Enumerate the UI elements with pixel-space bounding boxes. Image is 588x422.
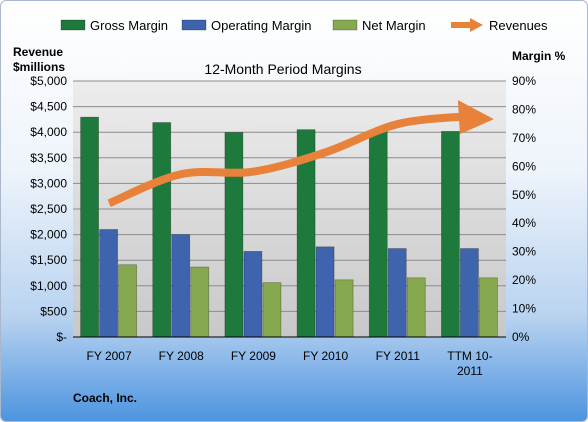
x-tick-label: 2011: [457, 364, 483, 378]
y-left-tick-label: $-: [56, 330, 67, 344]
legend-label: Net Margin: [362, 18, 426, 33]
bar-operating-margin: [460, 248, 479, 338]
y-left-tick-label: $500: [40, 304, 67, 318]
y-right-tick-label: 20%: [512, 273, 536, 287]
y-right-tick-label: 90%: [512, 74, 536, 88]
y-left-tick-label: $3,000: [30, 176, 67, 190]
company-name: Coach, Inc.: [73, 391, 137, 405]
bar-operating-margin: [315, 246, 335, 338]
revenue-line-path: [107, 112, 471, 207]
bar-operating-margin: [387, 248, 407, 338]
left-axis-title-line2: $millions: [13, 60, 65, 74]
y-left-tick-label: $1,000: [30, 279, 67, 293]
bar-gross-margin: [441, 130, 460, 338]
y-right-tick-label: 70%: [512, 131, 536, 145]
x-tick-label: FY 2009: [231, 349, 276, 363]
left-axis: $- $500 $1,000 $1,500 $2,000 $2,500 $3,000 $3,5…: [30, 74, 67, 344]
revenue-arrowhead: [457, 100, 494, 135]
y-left-tick-label: $1,500: [30, 253, 67, 267]
y-right-tick-label: 50%: [512, 188, 536, 202]
bar-net-margin: [118, 264, 137, 338]
revenue-line: [107, 100, 494, 207]
y-right-tick-label: 40%: [512, 216, 536, 230]
bar-net-margin: [406, 277, 426, 338]
x-tick-label: FY 2008: [159, 349, 204, 363]
y-right-tick-label: 10%: [512, 302, 536, 316]
legend: Gross Margin Operating Margin Net Margin Re…: [60, 18, 548, 33]
legend-label: Operating Margin: [211, 18, 311, 33]
y-right-tick-label: 80%: [512, 102, 536, 116]
right-axis: 0% 10% 20% 30% 40% 50% 60% 70% 80% 90%: [512, 74, 536, 344]
bar-net-margin: [479, 277, 498, 338]
bar-net-margin: [190, 266, 210, 338]
y-right-tick-label: 60%: [512, 159, 536, 173]
y-right-tick-label: 0%: [512, 330, 530, 344]
bar-operating-margin: [243, 251, 263, 338]
y-left-tick-label: $4,000: [30, 125, 67, 139]
legend-swatch: [332, 19, 358, 31]
legend-swatch: [60, 19, 86, 31]
legend-swatch: [181, 19, 207, 31]
right-axis-title: Margin %: [512, 49, 566, 63]
x-tick-label: FY 2007: [87, 349, 132, 363]
bar-gross-margin: [80, 116, 99, 338]
y-left-tick-label: $3,500: [30, 151, 67, 165]
legend-label: Gross Margin: [90, 18, 168, 33]
chart-title: 12-Month Period Margins: [204, 61, 361, 77]
y-left-tick-label: $4,500: [30, 100, 67, 114]
legend-swatch-arrow: [470, 18, 483, 32]
y-right-tick-label: 30%: [512, 245, 536, 259]
bar-gross-margin: [152, 122, 172, 338]
y-left-tick-label: $2,000: [30, 228, 67, 242]
gridlines: [73, 80, 506, 338]
legend-label: Revenues: [489, 18, 548, 33]
x-tick-label: FY 2010: [303, 349, 348, 363]
x-axis: FY 2007 FY 2008 FY 2009 FY 2010 FY 2011 TTM 1…: [73, 336, 506, 378]
x-tick-label: TTM 10-: [447, 349, 492, 363]
bar-gross-margin: [224, 132, 244, 338]
y-left-tick-label: $5,000: [30, 74, 67, 88]
bar-net-margin: [334, 279, 354, 338]
left-axis-title-line1: Revenue: [13, 45, 63, 59]
x-tick-label: FY 2011: [376, 349, 421, 363]
y-left-tick-label: $2,500: [30, 202, 67, 216]
bar-gross-margin: [368, 130, 388, 338]
bar-operating-margin: [171, 234, 191, 338]
bar-operating-margin: [99, 229, 118, 338]
bar-net-margin: [262, 282, 282, 338]
